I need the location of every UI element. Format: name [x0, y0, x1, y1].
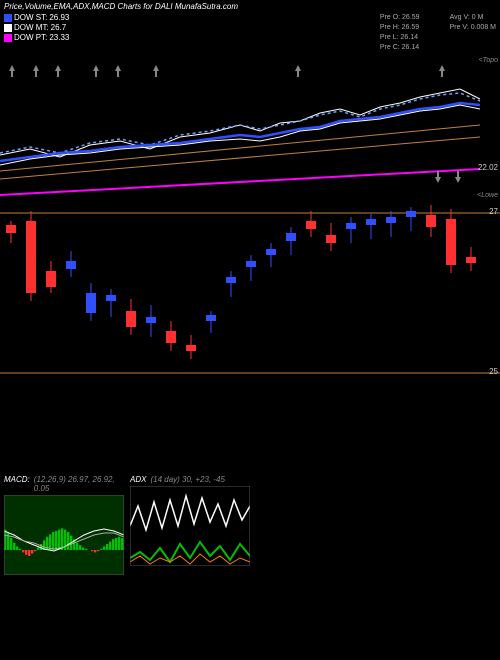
pre-c: Pre C: 26.14 [380, 43, 420, 53]
legend-mt: DOW MT: 26.7 [4, 23, 378, 32]
pre-v: Pre V: 0.008 M [450, 23, 496, 33]
pre-l: Pre L: 26.14 [380, 33, 420, 43]
candle-label-top: 27 [489, 207, 498, 216]
adx-values: (14 day) 30, +23, -45 [150, 475, 225, 484]
ohlc-info: Pre O: 26.59 Pre H: 26.59 Pre L: 26.14 P… [380, 13, 496, 53]
spacer [0, 403, 500, 473]
topo-label: <Topo [479, 57, 498, 64]
price-y-label: 22.02 [478, 163, 498, 172]
legend-st: DOW ST: 26.93 [4, 13, 378, 22]
legend-pt-dot [4, 34, 12, 42]
lowe-label: <Lowe [477, 192, 498, 199]
macd-box[interactable]: MACD: (12,26,9) 26.97, 26.92, 0.05 [4, 475, 124, 575]
candle-label-bottom: 25 [489, 367, 498, 376]
macd-values: (12,26,9) 26.97, 26.92, 0.05 [34, 475, 124, 493]
legend-mt-value: 26.7 [51, 23, 67, 32]
adx-name: ADX [130, 475, 146, 484]
legend-row: DOW ST: 26.93 DOW MT: 26.7 DOW PT: 23.33… [0, 13, 500, 53]
pre-o: Pre O: 26.59 [380, 13, 420, 23]
adx-box[interactable]: ADX (14 day) 30, +23, -45 [130, 475, 250, 575]
avg-v: Avg V: 0 M [450, 13, 496, 23]
legend-pt-value: 23.33 [49, 33, 69, 42]
price-chart[interactable]: <Topo <Lowe 22.02 [0, 53, 500, 203]
legend-st-label: DOW ST: [14, 13, 47, 22]
indicator-row: MACD: (12,26,9) 26.97, 26.92, 0.05 ADX (… [0, 473, 500, 577]
legend-pt: DOW PT: 23.33 [4, 33, 378, 42]
pre-h: Pre H: 26.59 [380, 23, 420, 33]
legend-pt-label: DOW PT: [14, 33, 47, 42]
macd-name: MACD: [4, 475, 30, 493]
chart-title: Price,Volume,EMA,ADX,MACD Charts for DAL… [0, 0, 500, 13]
legend-st-dot [4, 14, 12, 22]
legend-st-value: 26.93 [49, 13, 69, 22]
candle-chart[interactable]: 27 25 [0, 203, 500, 403]
legend-mt-dot [4, 24, 12, 32]
legend-mt-label: DOW MT: [14, 23, 49, 32]
